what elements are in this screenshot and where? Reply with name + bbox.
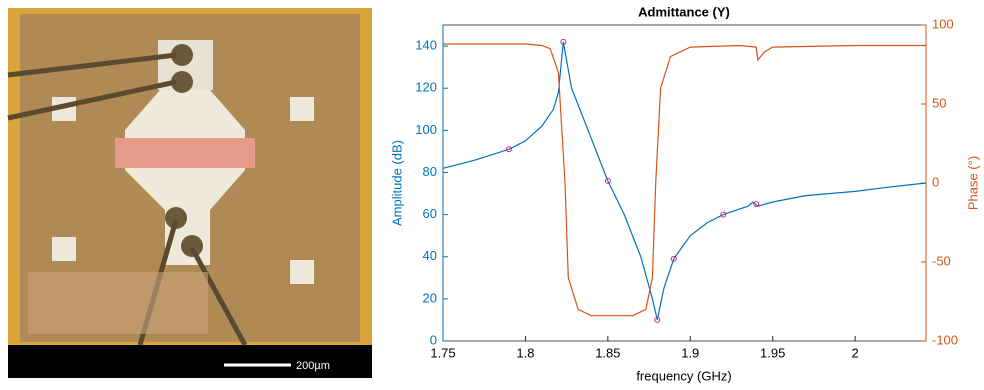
chip-marking — [28, 272, 208, 334]
y-tick-label: 120 — [415, 80, 437, 95]
y-tick-label: 80 — [423, 164, 437, 179]
data-line — [442, 41, 927, 321]
chart: Admittance (Y) frequency (GHz) Amplitude… — [389, 4, 980, 383]
y2-tick-label: 0 — [932, 174, 939, 189]
y2-tick-label: -50 — [932, 253, 951, 268]
micrograph: 200µm — [7, 8, 372, 378]
marker — [560, 38, 567, 45]
pad — [290, 97, 314, 121]
piezo-layer — [115, 138, 255, 168]
marker — [505, 146, 512, 153]
x-tick-label: 1.9 — [681, 345, 699, 360]
wire — [7, 52, 177, 78]
marker — [720, 211, 727, 218]
electrode — [125, 90, 245, 265]
chart-title: Admittance (Y) — [638, 4, 730, 19]
wire — [189, 246, 248, 347]
marker — [654, 316, 661, 323]
marker — [604, 177, 611, 184]
y2-axis-label: Phase (°) — [965, 156, 980, 210]
y-tick-label: 60 — [423, 206, 437, 221]
y-tick-label: 20 — [423, 290, 437, 305]
x-tick-label: 2 — [851, 345, 858, 360]
x-tick-label: 1.8 — [516, 345, 534, 360]
pad — [290, 260, 314, 284]
y-tick-label: 100 — [415, 122, 437, 137]
y2-tick-label: 100 — [932, 16, 954, 31]
wire-bond — [165, 207, 187, 229]
marker — [670, 255, 677, 262]
y2-tick-label: -100 — [932, 332, 958, 347]
y-axis-label: Amplitude (dB) — [389, 140, 404, 226]
y-tick-label: 140 — [415, 38, 437, 53]
y-tick-label: 40 — [423, 248, 437, 263]
x-tick-label: 1.75 — [430, 345, 455, 360]
y2-tick-label: 50 — [932, 95, 946, 110]
x-tick-label: 1.85 — [595, 345, 620, 360]
scale-bar-label: 200µm — [296, 360, 330, 372]
plot-area — [442, 24, 927, 342]
data-line — [443, 43, 926, 317]
wire-bond — [171, 44, 193, 66]
x-tick-label: 1.95 — [760, 345, 785, 360]
marker — [753, 201, 760, 208]
y-tick-label: 0 — [430, 332, 437, 347]
pad — [52, 237, 76, 261]
wire-bond — [171, 71, 193, 93]
wire-bond — [181, 235, 203, 257]
wire — [7, 79, 177, 121]
x-axis-label: frequency (GHz) — [636, 368, 731, 383]
